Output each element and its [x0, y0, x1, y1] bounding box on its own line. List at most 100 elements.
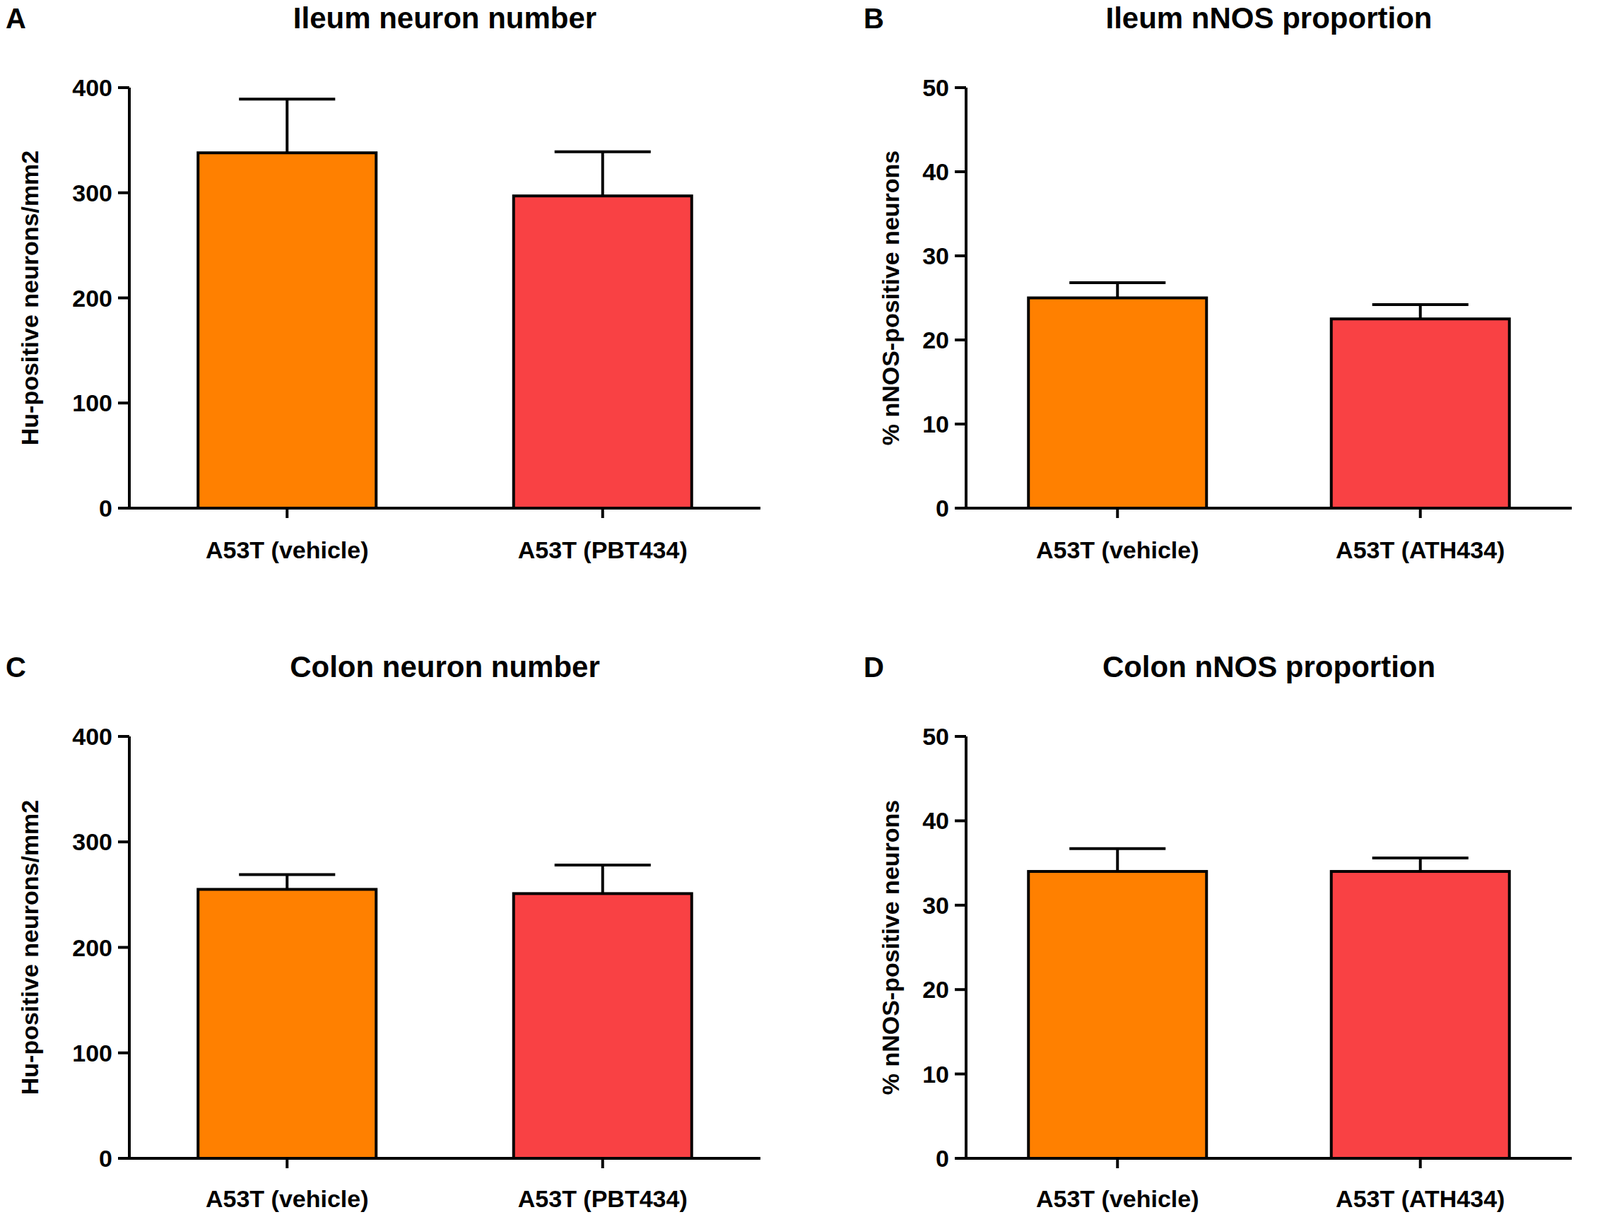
- figure: A Ileum neuron number Hu-positive neurons/…: [0, 0, 1600, 1217]
- y-tick-label: 40: [922, 807, 950, 834]
- error-cap: [554, 150, 651, 154]
- y-tick-label: 50: [922, 74, 950, 102]
- y-tick-label: 200: [72, 934, 113, 962]
- x-tick-label: A53T (ATH434): [1335, 536, 1505, 564]
- error-cap: [1069, 281, 1166, 285]
- y-axis-label: % nNOS-positive neurons: [877, 800, 904, 1096]
- error-bar: [1069, 282, 1166, 298]
- y-tick: [118, 734, 130, 738]
- y-tick-label: 0: [935, 1144, 950, 1172]
- chart-title: Colon neuron number: [289, 650, 600, 684]
- y-tick: [118, 946, 130, 950]
- y-tick: [954, 1072, 967, 1076]
- y-tick: [954, 422, 967, 426]
- y-axis: [964, 736, 968, 1160]
- x-tick: [1419, 1158, 1422, 1169]
- y-tick-label: 100: [72, 389, 113, 417]
- x-tick: [1419, 508, 1422, 519]
- bar: [513, 195, 692, 509]
- y-axis-label: % nNOS-positive neurons: [877, 150, 904, 446]
- panel-letter: B: [863, 2, 885, 34]
- y-tick: [954, 86, 967, 90]
- y-tick-label: 20: [922, 975, 950, 1003]
- panel: C Colon neuron number Hu-positive neurons/…: [5, 650, 761, 1213]
- y-tick: [954, 506, 967, 510]
- y-tick: [118, 840, 130, 844]
- error-stem: [1419, 857, 1422, 872]
- y-tick: [954, 338, 967, 342]
- bar: [1028, 871, 1207, 1159]
- error-bar: [1372, 857, 1469, 872]
- y-tick-label: 50: [922, 722, 950, 750]
- y-tick-label: 0: [98, 1144, 113, 1172]
- error-bar: [238, 874, 335, 890]
- chart-title: Ileum nNOS proportion: [1106, 1, 1433, 35]
- bar: [1331, 871, 1510, 1159]
- x-tick: [1115, 508, 1119, 519]
- bar: [197, 889, 376, 1159]
- y-tick: [118, 506, 130, 510]
- x-tick-label: A53T (PBT434): [518, 1185, 688, 1213]
- y-tick: [954, 734, 967, 738]
- y-tick: [954, 1156, 967, 1160]
- y-tick-label: 0: [98, 494, 113, 522]
- error-stem: [285, 98, 289, 153]
- x-tick-label: A53T (PBT434): [518, 536, 688, 564]
- x-tick: [285, 1158, 289, 1169]
- bar: [1028, 298, 1207, 509]
- error-stem: [601, 151, 605, 196]
- panel: A Ileum neuron number Hu-positive neurons/…: [5, 1, 761, 564]
- error-stem: [1419, 304, 1422, 319]
- y-tick: [954, 170, 967, 174]
- error-stem: [1115, 848, 1119, 872]
- marks: [1028, 848, 1510, 1159]
- panel: DColon nNOS proportion% nNOS-positive ne…: [863, 650, 1572, 1213]
- y-tick: [954, 987, 967, 991]
- x-tick: [601, 1158, 605, 1169]
- y-tick: [118, 401, 130, 405]
- error-cap: [1372, 303, 1469, 307]
- chart-title: Ileum neuron number: [293, 1, 597, 35]
- x-axis: [964, 506, 1572, 510]
- bar: [513, 893, 692, 1159]
- y-tick-label: 400: [72, 722, 113, 750]
- y-tick-label: 300: [72, 179, 113, 207]
- error-stem: [285, 874, 289, 890]
- panel-letter: D: [863, 651, 885, 683]
- panel-letter: C: [5, 651, 27, 683]
- panel-letter: A: [5, 2, 27, 34]
- y-tick-label: 40: [922, 158, 950, 186]
- x-tick-label: A53T (vehicle): [1036, 536, 1200, 564]
- y-tick-label: 10: [922, 410, 950, 438]
- y-axis-label: Hu-positive neurons/mm2: [16, 150, 44, 446]
- x-tick: [1115, 1158, 1119, 1169]
- y-tick-label: 10: [922, 1060, 950, 1088]
- error-cap: [238, 873, 335, 877]
- panel: B Ileum nNOS proportion % nNOS-positive ne…: [863, 1, 1572, 564]
- y-tick-label: 200: [72, 284, 113, 312]
- x-axis: [127, 506, 761, 510]
- x-tick: [601, 508, 605, 519]
- y-tick: [118, 86, 130, 90]
- error-stem: [1115, 282, 1119, 298]
- bar: [197, 152, 376, 509]
- error-bar: [1069, 848, 1166, 872]
- x-tick-label: A53T (vehicle): [1036, 1185, 1200, 1213]
- y-tick-label: 100: [72, 1039, 113, 1067]
- x-axis: [964, 1156, 1572, 1160]
- error-bar: [238, 98, 335, 153]
- error-bar: [554, 151, 651, 196]
- y-axis-label: Hu-positive neurons/mm2: [16, 800, 44, 1096]
- y-tick: [954, 903, 967, 907]
- bar: [1331, 318, 1510, 509]
- y-tick-label: 0: [935, 494, 950, 522]
- x-tick-label: A53T (vehicle): [205, 1185, 369, 1213]
- y-tick: [118, 1051, 130, 1055]
- x-axis: [127, 1156, 761, 1160]
- x-tick: [285, 508, 289, 519]
- y-axis: [964, 87, 968, 510]
- y-tick-label: 400: [72, 74, 113, 102]
- y-tick-label: 300: [72, 828, 113, 856]
- y-tick: [118, 191, 130, 195]
- y-tick: [954, 819, 967, 822]
